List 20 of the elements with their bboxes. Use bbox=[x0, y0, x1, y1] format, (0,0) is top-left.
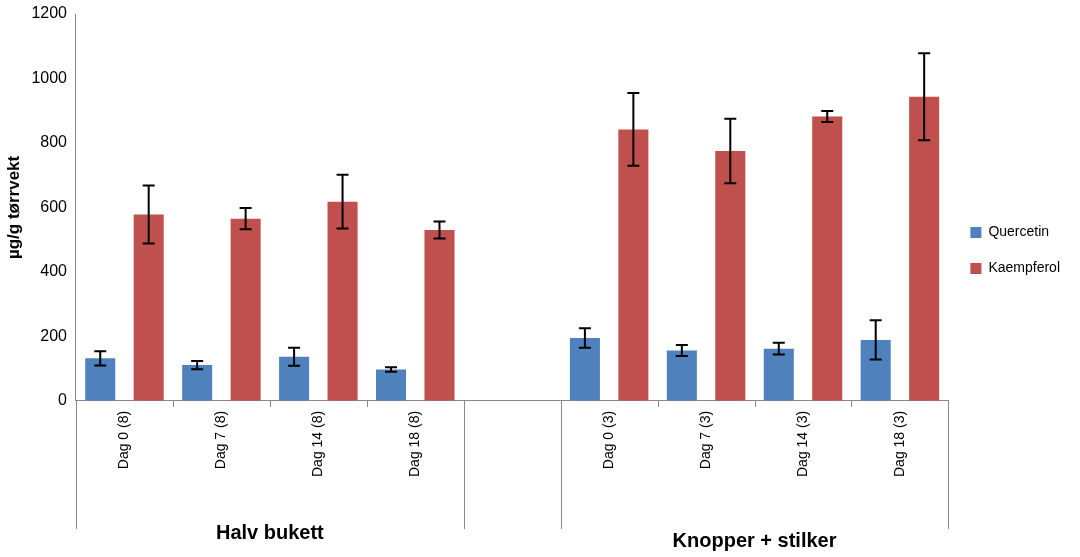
x-tick-label: Dag 0 (8) bbox=[115, 410, 132, 470]
x-tick-label: Dag 7 (8) bbox=[212, 410, 229, 470]
y-axis-title: µg/g tørrvekt bbox=[3, 155, 23, 260]
text: Halv bukett bbox=[215, 520, 325, 543]
x-tick-label: Dag 18 (3) bbox=[890, 410, 907, 478]
y-tick-label: 1200 bbox=[31, 4, 68, 22]
y-tick-label: 1000 bbox=[31, 68, 68, 86]
x-tick-label: Dag 0 (3) bbox=[599, 410, 616, 470]
y-tick-label: 600 bbox=[40, 197, 68, 215]
y-tick-label: 0 bbox=[58, 391, 68, 409]
x-tick-label: Dag 7 (3) bbox=[696, 410, 713, 470]
text: Knopper + stilker bbox=[672, 528, 837, 551]
x-tick-label: Dag 18 (8) bbox=[406, 410, 423, 478]
y-tick-label: 400 bbox=[40, 262, 68, 280]
y-tick-label: 800 bbox=[40, 133, 68, 151]
x-tick-label: Dag 14 (8) bbox=[309, 410, 326, 478]
y-tick-label: 200 bbox=[40, 326, 68, 344]
legend-label: Quercetin bbox=[988, 223, 1050, 240]
x-tick-label: Dag 14 (3) bbox=[793, 410, 810, 478]
legend-label: Kaempferol bbox=[988, 259, 1060, 276]
